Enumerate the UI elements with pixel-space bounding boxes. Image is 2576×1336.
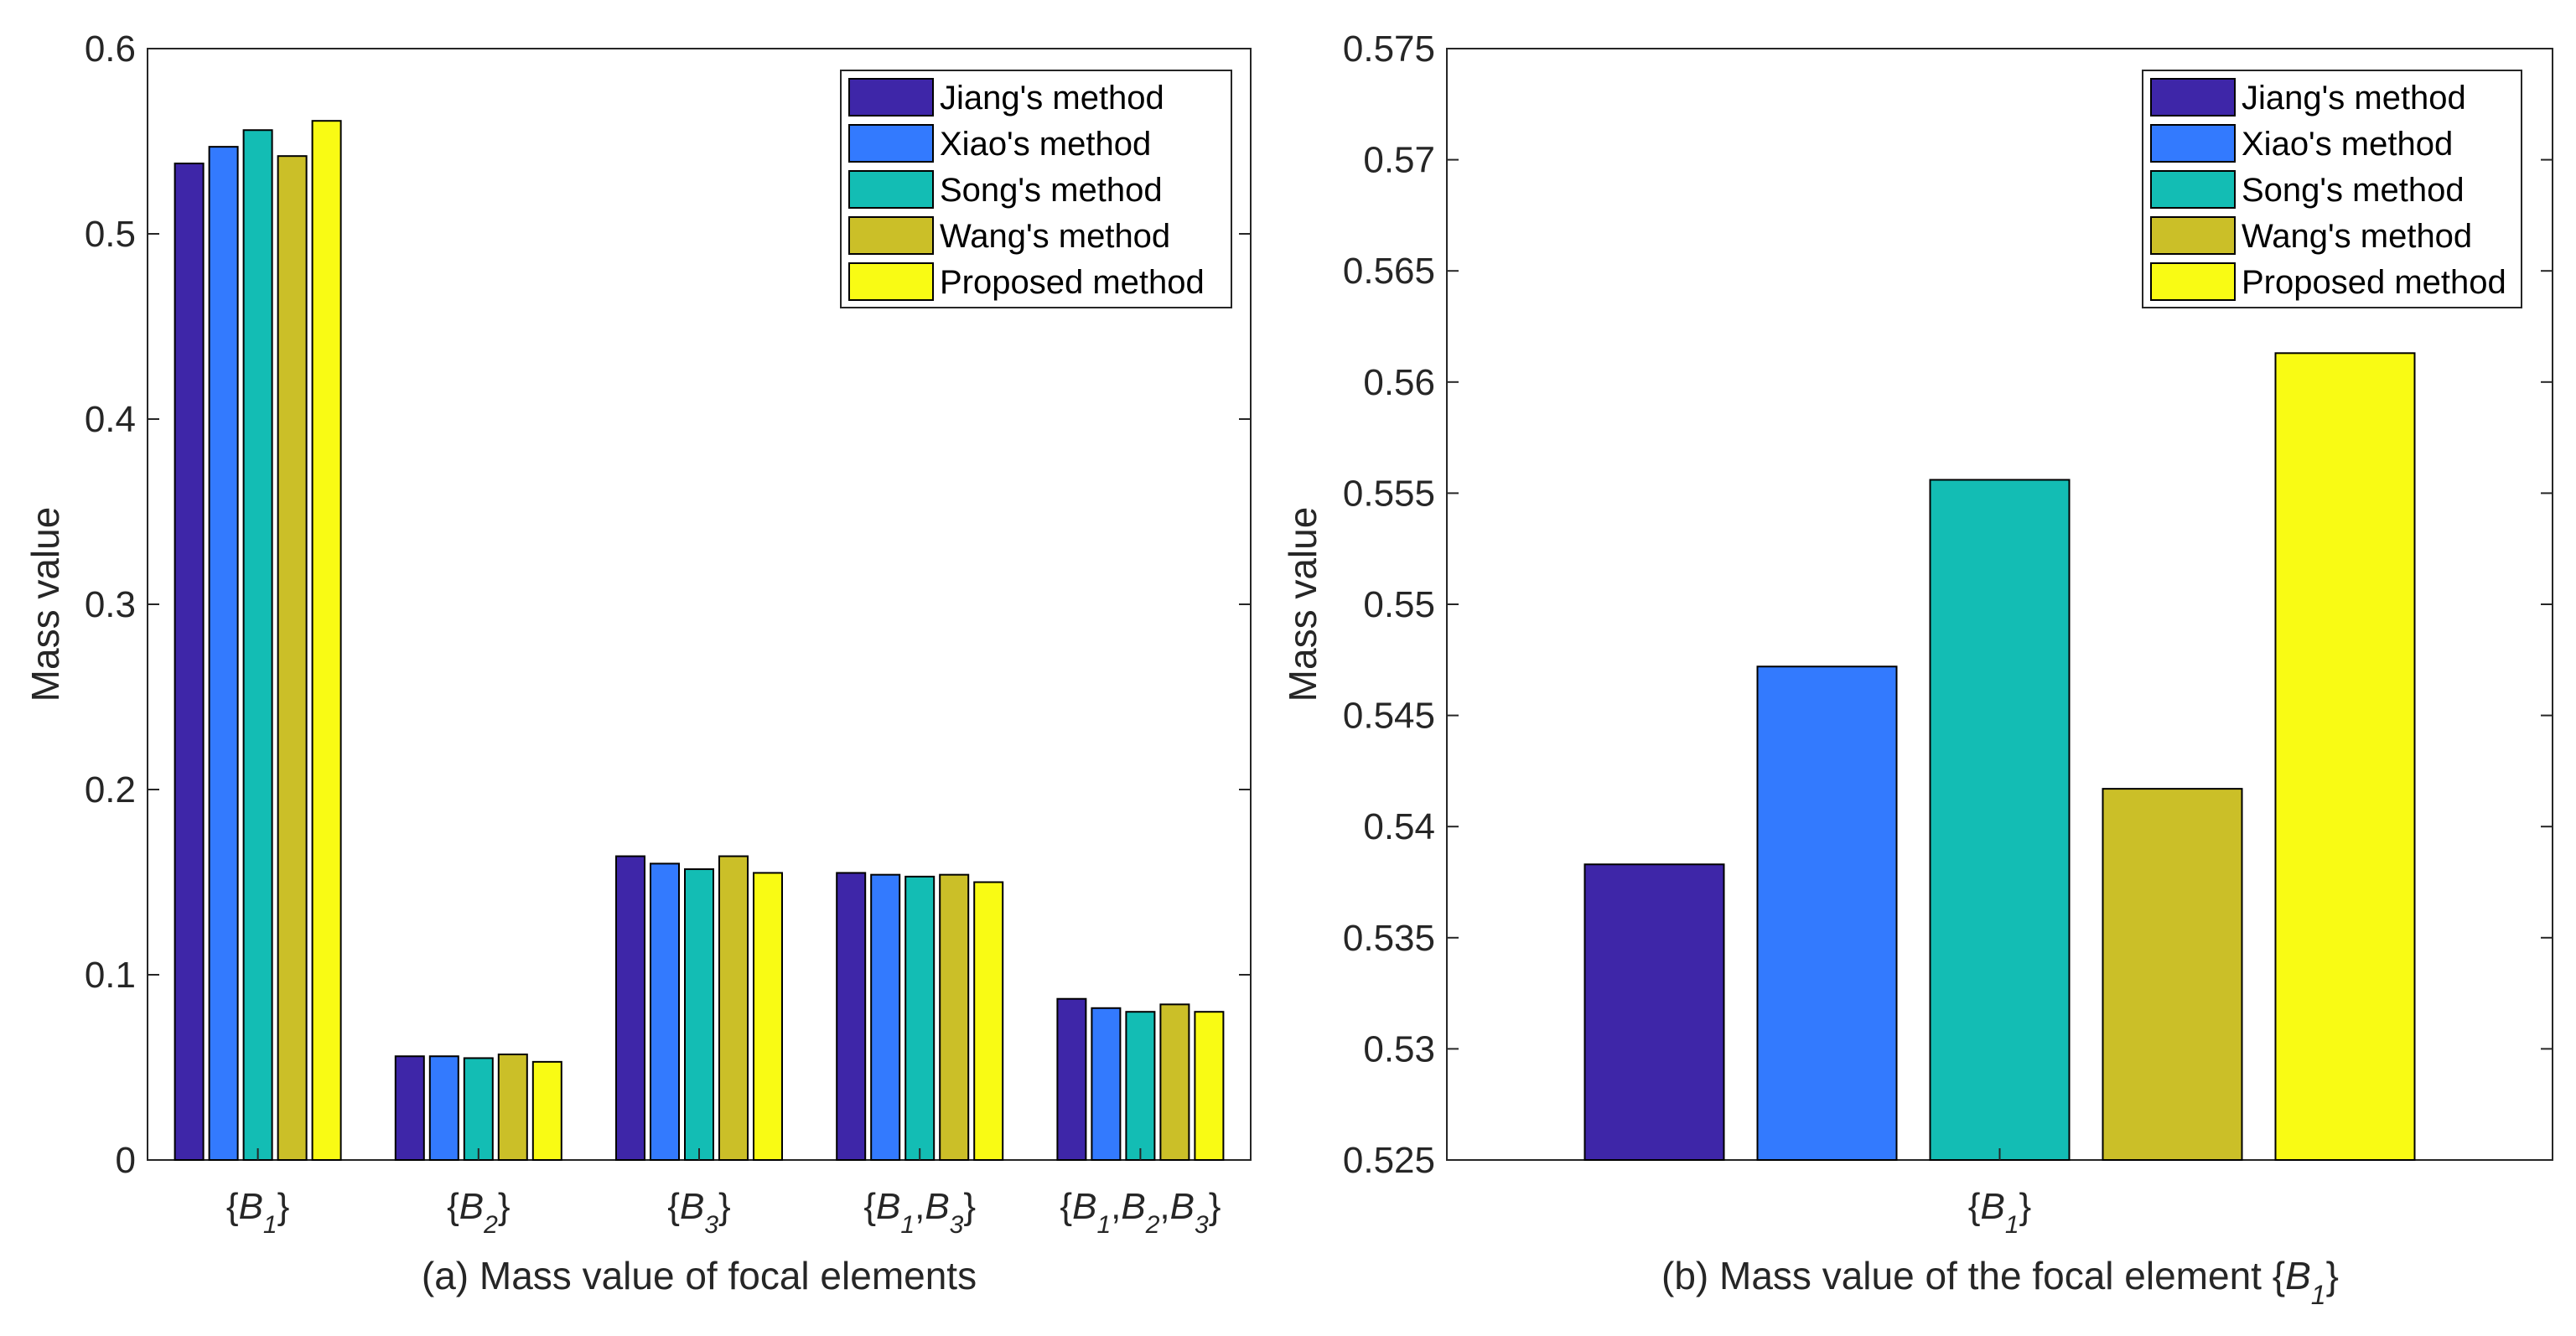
bar-jiang-4 [836,872,867,1161]
legend-swatch [2150,170,2236,209]
y-tick-label: 0.575 [1343,28,1435,70]
y-tick-label: 0.535 [1343,918,1435,959]
bar-wang-2 [497,1054,528,1162]
legend-swatch [2150,262,2236,301]
legend-swatch [2150,78,2236,117]
y-tick-label: 0.55 [1363,584,1435,625]
legend-label: Proposed method [2242,264,2506,301]
legend: Jiang's method Xiao's method Song's method… [2142,70,2522,308]
bar-song-1 [242,129,273,1162]
legend-label: Xiao's method [2242,126,2453,163]
legend-label: Jiang's method [2242,80,2466,117]
bar-proposed method-2 [531,1060,562,1161]
caption-b: (b) Mass value of the focal element {B1} [1661,1254,2339,1310]
legend-swatch [2150,216,2236,255]
legend-label: Jiang's method [940,80,1164,117]
bar-xiao-5 [1091,1007,1122,1162]
caption-a: (a) Mass value of focal elements [422,1254,977,1297]
legend-swatch [848,216,934,255]
legend-label: Wang's method [2242,218,2472,255]
bar-xiao-3 [650,862,680,1162]
bar-wang-1 [2102,788,2243,1162]
bar-xiao-1 [208,146,239,1161]
y-tick-label: 0.2 [85,769,136,810]
y-tick-label: 0.1 [85,955,136,996]
x-tick-label: {B1,B2,B3} [1060,1186,1221,1239]
bar-jiang-1 [174,163,205,1161]
bar-proposed method-3 [753,872,783,1161]
bar-proposed method-5 [1194,1011,1225,1161]
y-tick-label: 0.4 [85,399,136,440]
legend-label: Xiao's method [940,126,1151,163]
y-tick-label: 0.57 [1363,140,1435,181]
legend-swatch [848,170,934,209]
y-tick-label: 0.3 [85,584,136,625]
y-tick-label: 0.545 [1343,696,1435,737]
bar-wang-3 [718,855,749,1161]
y-tick-label: 0.5 [85,214,136,255]
y-tick-label: 0.565 [1343,251,1435,292]
bar-jiang-5 [1056,997,1087,1161]
y-tick-label: 0.54 [1363,806,1435,847]
y-tick-label: 0.53 [1363,1028,1435,1069]
bar-xiao-1 [1756,665,1898,1161]
legend-swatch [848,262,934,301]
bar-song-2 [463,1057,494,1161]
bar-song-5 [1125,1011,1156,1161]
chart-b: 0.525 0.53 0.535 0.54 0.545 0.55 0.555 0.56 0.56… [1281,28,2553,1310]
bar-jiang-1 [1583,863,1725,1162]
y-tick-label: 0.56 [1363,362,1435,403]
bar-xiao-2 [428,1055,459,1161]
bar-song-4 [904,875,936,1161]
bar-proposed method-1 [2274,352,2416,1162]
x-tick-label: {B2} [447,1186,510,1239]
bar-wang-5 [1159,1003,1190,1161]
chart-a: 0 0.1 0.2 0.3 0.4 0.5 0.6 Mass value {B1} {B2} {B3… [23,28,1252,1297]
y-tick-label: 0.525 [1343,1140,1435,1181]
legend: Jiang's method Xiao's method Song's method… [840,70,1232,308]
x-tick-label: {B3} [667,1186,730,1239]
x-tick-label: {B1} [226,1186,289,1239]
bar-jiang-2 [394,1055,425,1161]
y-axis-label: Mass value [23,507,67,702]
legend-label: Wang's method [940,218,1170,255]
y-tick-label: 0.6 [85,28,136,70]
bar-wang-4 [939,873,970,1162]
y-tick-label: 0 [116,1140,136,1181]
legend-label: Proposed method [940,264,1205,301]
legend-swatch [2150,124,2236,163]
x-tick-label: {B1,B3} [863,1186,976,1239]
bar-wang-1 [277,155,308,1161]
bar-proposed method-4 [973,881,1004,1161]
y-axis-label: Mass value [1281,507,1324,702]
bar-xiao-4 [870,873,901,1162]
legend-swatch [848,124,934,163]
y-tick-label: 0.555 [1343,473,1435,514]
bar-song-1 [1929,479,2071,1161]
legend-label: Song's method [940,172,1163,209]
legend-label: Song's method [2242,172,2465,209]
bar-jiang-3 [615,855,645,1161]
x-tick-label: {B1} [1968,1186,2031,1239]
bar-proposed method-1 [311,120,342,1162]
legend-swatch [848,78,934,117]
bar-song-3 [684,868,714,1162]
